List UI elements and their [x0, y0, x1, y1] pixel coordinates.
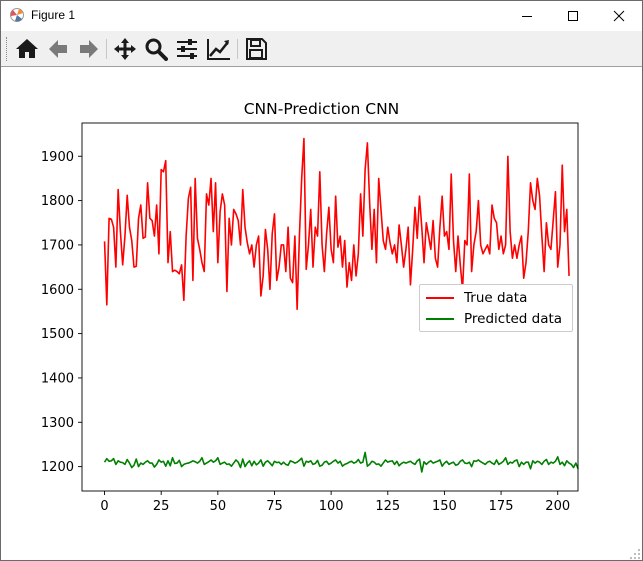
pan-button[interactable]	[111, 35, 139, 63]
maximize-button[interactable]	[550, 1, 596, 31]
toolbar-separator	[237, 39, 238, 59]
home-button[interactable]	[13, 35, 41, 63]
home-icon	[16, 39, 38, 58]
floppy-icon	[246, 38, 267, 60]
save-button[interactable]	[242, 35, 270, 63]
edit-axis-button[interactable]	[205, 35, 233, 63]
minimize-button[interactable]	[504, 1, 550, 31]
x-tick-label: 150	[432, 499, 457, 514]
resize-grip-icon[interactable]	[629, 548, 641, 560]
y-tick-label: 1600	[41, 283, 74, 298]
x-tick-label: 125	[375, 499, 400, 514]
matplotlib-app-icon	[10, 8, 24, 22]
legend-item-true-data: True data	[426, 288, 527, 308]
configure-subplots-button[interactable]	[173, 35, 201, 63]
legend-item-predicted-data: Predicted data	[426, 309, 562, 329]
magnifier-icon	[145, 38, 168, 61]
forward-button[interactable]	[75, 35, 103, 63]
legend-label-predicted-data: Predicted data	[464, 311, 563, 327]
navigation-toolbar	[1, 31, 642, 66]
toolbar-separator	[106, 39, 107, 59]
y-tick-label: 1700	[41, 238, 74, 253]
chart-title: CNN-Prediction CNN	[243, 100, 400, 118]
close-icon	[613, 10, 625, 22]
y-tick-label: 1400	[41, 371, 74, 386]
title-bar: Figure 1	[1, 1, 642, 31]
axes-frame	[81, 122, 579, 492]
maximize-icon	[568, 11, 578, 21]
minimize-icon	[522, 16, 532, 17]
back-button[interactable]	[44, 35, 72, 63]
x-tick-label: 200	[545, 499, 570, 514]
arrow-left-icon	[49, 40, 67, 58]
line-chart-icon	[207, 39, 230, 60]
close-button[interactable]	[596, 1, 642, 31]
x-tick-label: 0	[100, 499, 108, 514]
figure-canvas[interactable]: CNN-Prediction CNN 0 25 50 75 100 125 150 175 20…	[1, 66, 642, 560]
arrow-right-icon	[80, 40, 98, 58]
y-tick-label: 1800	[41, 194, 74, 209]
move-icon	[114, 38, 136, 60]
zoom-button[interactable]	[142, 35, 170, 63]
y-tick-label: 1300	[41, 416, 74, 431]
plot-area: 0 25 50 75 100 125 150 175 200 1200 1300 1400 1500 16…	[41, 122, 579, 514]
legend: True data Predicted data	[419, 284, 573, 332]
y-tick-label: 1900	[41, 150, 74, 165]
legend-swatch-true-data	[426, 297, 454, 299]
x-tick-label: 100	[319, 499, 344, 514]
sliders-icon	[177, 39, 197, 59]
y-tick-label: 1200	[41, 460, 74, 475]
toolbar-grip[interactable]	[6, 37, 9, 61]
x-tick-label: 75	[266, 499, 283, 514]
x-tick-label: 25	[153, 499, 170, 514]
legend-label-true-data: True data	[464, 290, 528, 306]
series-line-true-data	[103, 137, 570, 311]
series-line-predicted-data	[103, 451, 579, 473]
window-title: Figure 1	[31, 8, 76, 22]
x-tick-label: 175	[489, 499, 514, 514]
x-tick-label: 50	[210, 499, 227, 514]
y-tick-label: 1500	[41, 327, 74, 342]
legend-swatch-predicted-data	[426, 318, 454, 320]
